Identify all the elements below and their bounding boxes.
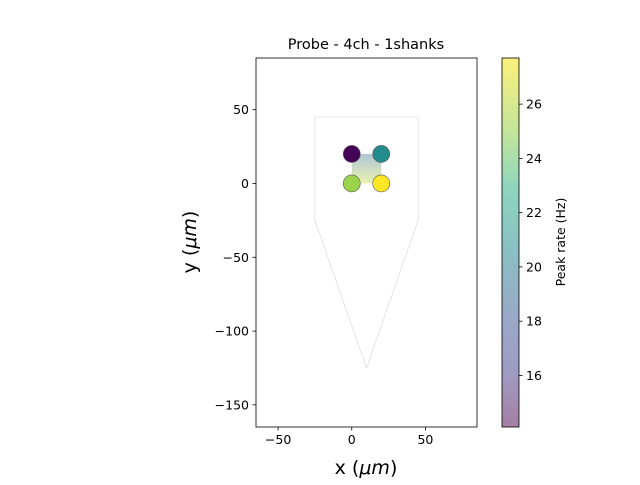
colorbar-tick-label: 26 bbox=[526, 97, 542, 112]
y-axis-label-prefix: y ( bbox=[179, 249, 201, 274]
y-axis-label: y (μm) bbox=[179, 211, 201, 274]
colorbar-tick-label: 16 bbox=[526, 368, 542, 383]
plot-frame bbox=[255, 57, 478, 428]
y-axis-ticks: −150 −100 −50 0 50 bbox=[215, 102, 256, 412]
channel-marker-0 bbox=[342, 145, 361, 163]
x-tick-label: 50 bbox=[417, 432, 433, 447]
channel-marker-1 bbox=[372, 145, 391, 163]
colorbar-tick-label: 22 bbox=[526, 205, 542, 220]
y-axis-label-suffix: ) bbox=[179, 211, 201, 218]
y-tick-label: 0 bbox=[241, 176, 249, 191]
y-tick-label: −100 bbox=[215, 324, 249, 339]
colorbar bbox=[501, 57, 520, 428]
channel-marker-2 bbox=[342, 174, 361, 193]
colorbar-label: Peak rate (Hz) bbox=[553, 198, 568, 287]
probe-outline bbox=[314, 116, 419, 369]
x-axis-label-unit: μm bbox=[358, 457, 390, 479]
channel-marker-3 bbox=[372, 174, 391, 193]
x-axis-label-prefix: x ( bbox=[335, 457, 360, 479]
x-axis-label: x (μm) bbox=[335, 457, 398, 479]
x-axis-ticks: −50 0 50 bbox=[265, 427, 433, 447]
colorbar-tick-label: 24 bbox=[526, 151, 542, 166]
colorbar-tick-label: 18 bbox=[526, 314, 542, 329]
colorbar-ticks: 16 18 20 22 24 26 bbox=[519, 97, 542, 383]
x-tick-label: 0 bbox=[348, 432, 356, 447]
y-tick-label: −150 bbox=[215, 397, 249, 412]
x-axis-label-suffix: ) bbox=[390, 457, 397, 479]
channel-markers bbox=[342, 145, 391, 193]
x-tick-label: −50 bbox=[265, 432, 291, 447]
y-tick-label: −50 bbox=[223, 250, 249, 265]
chart-title: Probe - 4ch - 1shanks bbox=[288, 37, 444, 53]
plot-area bbox=[256, 58, 477, 427]
y-tick-label: 50 bbox=[233, 102, 249, 117]
y-axis-label-unit: μm bbox=[179, 218, 201, 250]
colorbar-tick-label: 20 bbox=[526, 259, 542, 274]
